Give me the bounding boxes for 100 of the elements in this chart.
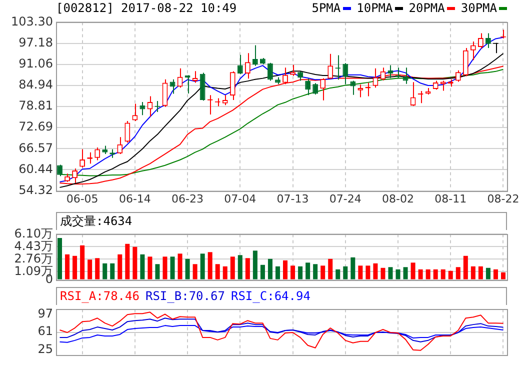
y-tick-label: 97.18 [18,35,53,50]
candlestick [132,103,138,122]
chart-title: [002812] 2017-08-22 10:49 [56,0,237,16]
bar [290,266,296,280]
bar [88,260,92,280]
bar [215,264,220,280]
bar [380,268,386,280]
x-tick-label: 06-23 [172,192,204,206]
bar [95,258,100,280]
bar [350,257,356,280]
y-tick-label: 4.43万 [14,238,53,253]
bar [448,270,453,280]
bar [388,267,393,280]
y-tick-label: 103.30 [11,14,53,28]
legend-label: 5PMA [312,1,341,15]
candlestick [147,96,153,118]
candlestick [244,52,250,80]
candlestick [230,70,236,100]
bar [298,266,303,280]
bar [58,238,62,280]
bar [132,246,138,280]
series-label: RSI_A:78.46 [60,289,140,303]
candlestick [328,53,334,80]
candlestick [268,62,273,82]
candlestick [358,84,364,98]
candlestick [418,90,424,104]
candlestick [350,80,356,96]
bar [268,258,272,280]
bar [252,250,258,280]
bar [230,256,235,280]
bar [170,256,175,280]
bar [396,269,400,280]
bar [65,254,70,280]
chart-title: 成交量:4634 [60,213,132,229]
y-tick-label: 84.94 [18,78,53,92]
candlestick [124,120,130,144]
x-tick-label: 06-05 [66,192,98,206]
y-tick-label: 97 [38,306,53,320]
bar [185,258,190,280]
bar [493,269,498,280]
y-tick-label: 91.06 [18,56,53,70]
bar [125,244,130,280]
bar [260,264,265,280]
bar [275,266,280,280]
series-label: RSI_B:70.67 [145,289,225,303]
bar [110,263,115,280]
candlestick [312,82,318,95]
bar [373,263,378,280]
candlestick [252,44,258,66]
bar [140,254,145,280]
bar [222,266,228,280]
candlestick [140,102,146,116]
legend-label: 20PMA [408,1,445,15]
candlestick [342,62,348,85]
bar [102,263,108,280]
bar [245,258,250,280]
x-tick-label: 08-22 [487,192,520,206]
y-tick-label: 72.69 [18,120,53,134]
x-tick-label: 07-13 [276,192,309,206]
legend-label: 30PMA [460,1,497,15]
y-tick-label: 25 [38,342,53,356]
y-tick-label: 60.44 [18,162,53,176]
bar [336,269,340,280]
candlestick [298,70,303,82]
candlestick [57,164,62,177]
bar [403,267,408,280]
bar [328,258,333,280]
bar [486,268,490,280]
y-tick-label: 54.32 [18,182,53,197]
bar [118,254,122,280]
bar [478,266,483,280]
candlestick [470,40,476,61]
bar [463,256,468,280]
bar [358,266,363,280]
bar [178,254,182,280]
bar [155,264,160,280]
candlestick [410,82,416,106]
candlestick [117,136,123,155]
y-tick-label: 2.76万 [14,251,53,266]
bar [162,256,168,280]
bar [208,252,212,280]
bar [343,266,348,280]
bar [410,262,416,280]
x-tick-label: 08-02 [382,192,414,206]
bar [238,255,242,280]
text: RSI_C:64.94 [230,289,310,303]
bar [313,264,318,280]
candlestick [290,64,296,76]
bar [148,256,152,280]
y-tick-label: 61 [38,324,53,338]
bar [456,267,460,280]
x-tick-label: 06-14 [118,192,151,206]
bar [200,254,205,280]
bar [470,266,476,280]
candlestick [222,94,228,106]
x-tick-label: 07-24 [329,192,362,206]
y-tick-label: 78.81 [18,98,53,113]
bar [72,256,78,280]
candlestick [320,78,326,101]
y-tick-label: 66.57 [18,140,53,155]
